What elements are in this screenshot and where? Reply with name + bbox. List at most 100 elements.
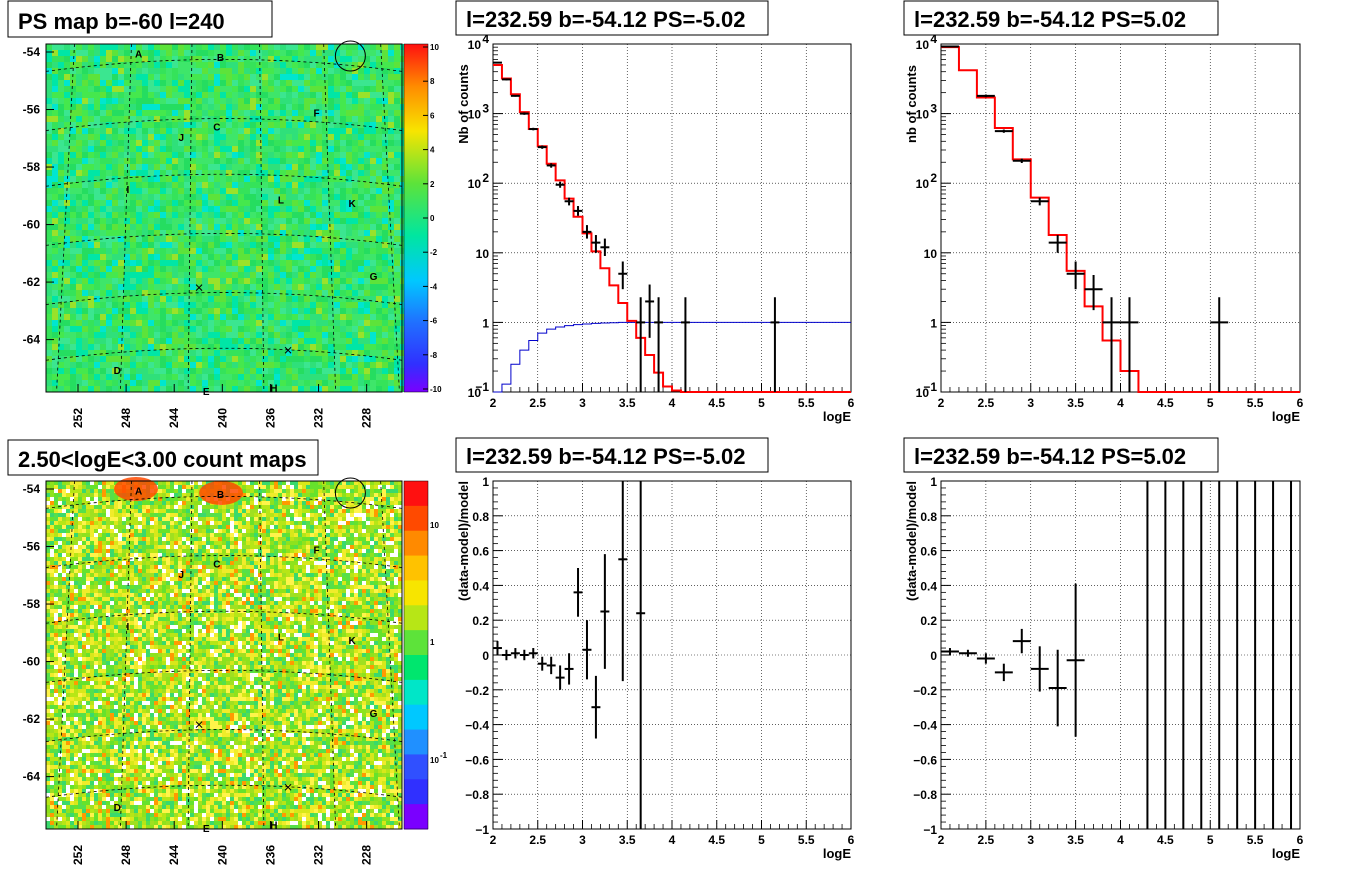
colorbar [404, 481, 428, 830]
y-tick-label: -56 [23, 103, 41, 117]
x-tick-label: 240 [215, 408, 229, 428]
title-box [7, 439, 319, 476]
y-tick-label: 10 [916, 108, 930, 122]
y-tick-exponent: 3 [930, 102, 937, 116]
y-tick-exponent: 2 [482, 171, 489, 185]
source-marker: J [178, 133, 184, 144]
y-tick-label: -56 [23, 540, 41, 554]
x-tick-label: 6 [1297, 396, 1304, 410]
x-tick-label: 228 [360, 408, 374, 428]
y-tick-label: 0.8 [472, 510, 489, 524]
x-tick-label: 5 [758, 396, 765, 410]
x-tick-label: 2 [490, 833, 497, 847]
x-tick-label: 5.5 [798, 396, 815, 410]
y-tick-label: 10 [924, 247, 938, 261]
y-tick-label: −1 [475, 823, 489, 837]
source-marker: E [203, 824, 210, 835]
x-tick-label: 248 [119, 408, 133, 428]
source-marker: E [203, 387, 210, 398]
y-axis-label: nb of counts [904, 65, 919, 143]
hot-spot [199, 481, 243, 505]
x-tick-label: 5 [758, 833, 765, 847]
title-box [903, 0, 1219, 36]
chart-title: l=232.59 b=-54.12 PS=-5.02 [466, 7, 745, 32]
source-marker: K [349, 636, 357, 647]
colorbar-label: -6 [430, 317, 438, 326]
x-axis-label: logE [823, 846, 851, 861]
source-marker: H [270, 384, 277, 395]
source-marker: G [370, 709, 378, 720]
graticule-meridian [56, 480, 75, 830]
x-axis-label: logE [1272, 846, 1300, 861]
y-tick-label: -60 [23, 655, 41, 669]
y-tick-label: -60 [23, 218, 41, 232]
colorbar-label: -10 [430, 385, 442, 394]
x-tick-label: 5.5 [1247, 396, 1264, 410]
colorbar-label: 10 [430, 43, 439, 52]
x-tick-label: 244 [167, 845, 181, 865]
colorbar-label: 8 [430, 77, 435, 86]
chart-title: l=232.59 b=-54.12 PS=-5.02 [466, 444, 745, 469]
source-marker: L [278, 633, 284, 644]
chart-title: 2.50<logE<3.00 count maps [18, 447, 307, 472]
graticule-meridian [187, 43, 193, 393]
colorbar-label: 10 [430, 756, 439, 765]
x-tick-label: 3 [579, 833, 586, 847]
y-tick-label: -62 [23, 712, 41, 726]
y-tick-label: 0 [930, 649, 937, 663]
graticule-meridian [119, 43, 132, 393]
x-tick-label: 3.5 [619, 396, 636, 410]
y-tick-label: -58 [23, 160, 41, 174]
colorbar-label: 4 [430, 146, 435, 155]
x-tick-label: 4 [669, 833, 676, 847]
y-tick-label: 10 [916, 386, 930, 400]
x-tick-label: 240 [215, 845, 229, 865]
y-tick-exponent: 4 [930, 32, 937, 46]
x-tick-label: 3.5 [1067, 833, 1084, 847]
y-tick-label: -64 [23, 770, 41, 784]
graticule-meridian [56, 43, 75, 393]
title-box [455, 0, 769, 36]
x-tick-label: 4 [669, 396, 676, 410]
y-tick-label: 0.8 [920, 510, 937, 524]
y-tick-label: 10 [916, 177, 930, 191]
y-tick-label: 10 [468, 386, 482, 400]
graticule-meridian [323, 43, 337, 393]
y-tick-label: 0.6 [472, 545, 489, 559]
y-axis-label: Nb of counts [456, 64, 471, 143]
y-tick-label: -54 [23, 482, 41, 496]
x-tick-label: 3.5 [619, 833, 636, 847]
y-tick-exponent: −1 [923, 380, 937, 394]
x-tick-label: 3 [1027, 396, 1034, 410]
x-tick-label: 2 [938, 833, 945, 847]
ratio-curve [493, 321, 851, 393]
y-tick-label: 0 [482, 649, 489, 663]
x-tick-label: 4.5 [708, 396, 725, 410]
x-tick-label: 6 [1297, 833, 1304, 847]
y-tick-label: 10 [916, 38, 930, 52]
source-circle [334, 477, 366, 509]
chart-title: l=232.59 b=-54.12 PS=5.02 [914, 7, 1186, 32]
cross-marker [284, 346, 292, 354]
graticule-meridian [259, 480, 265, 830]
y-tick-label: -58 [23, 597, 41, 611]
x-tick-label: 228 [360, 845, 374, 865]
graticule-meridian [119, 480, 132, 830]
x-tick-label: 236 [263, 845, 277, 865]
graticule-meridian [380, 43, 400, 393]
x-axis-label: logE [823, 409, 851, 424]
y-tick-label: -64 [23, 333, 41, 347]
source-circle [334, 40, 366, 72]
y-tick-label: −1 [923, 823, 937, 837]
y-axis-label: (data-model)/model [904, 481, 919, 601]
y-axis-label: (data-model)/model [456, 481, 471, 601]
y-tick-label: 10 [468, 108, 482, 122]
colorbar-border [403, 480, 429, 830]
graticule-meridian [187, 480, 193, 830]
y-tick-exponent: −1 [475, 380, 489, 394]
x-tick-label: 232 [312, 408, 326, 428]
x-tick-label: 236 [263, 408, 277, 428]
source-marker: I [126, 185, 129, 196]
source-marker: G [370, 272, 378, 283]
y-tick-label: 10 [476, 247, 490, 261]
